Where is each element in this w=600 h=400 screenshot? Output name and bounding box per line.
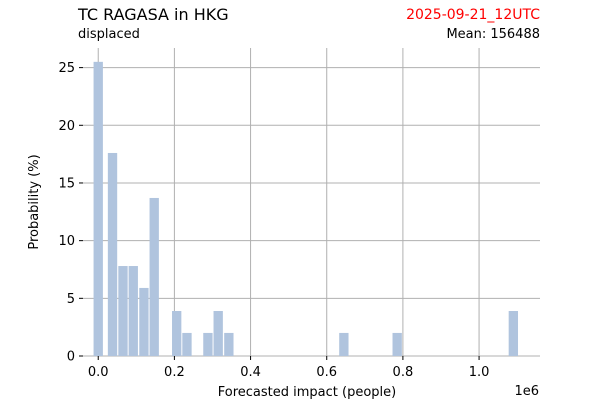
x-axis-label: Forecasted impact (people) — [218, 385, 396, 400]
histogram-bar — [139, 287, 149, 356]
x-tick-label: 0.0 — [88, 365, 109, 380]
histogram-bar — [392, 332, 402, 356]
histogram-bar — [149, 197, 159, 356]
histogram-bar — [182, 332, 192, 356]
impact-type-label: displaced — [78, 27, 140, 42]
y-tick-label: 10 — [58, 234, 75, 249]
x-tick-label: 0.6 — [316, 365, 337, 380]
axes: 0 5 10 15 20 25 0.0 0.2 0.4 0.6 0.8 1.0 — [58, 61, 489, 380]
histogram-bar — [118, 266, 128, 356]
forecast-date: 2025-09-21_12UTC — [406, 7, 540, 23]
histogram-bar — [172, 311, 182, 356]
histogram-bar — [107, 152, 118, 356]
bars — [93, 61, 519, 356]
y-tick-label: 25 — [58, 61, 75, 76]
histogram-bar — [93, 61, 103, 356]
histogram-bar — [339, 332, 349, 356]
x-tick-label: 0.8 — [393, 365, 414, 380]
histogram-bar — [213, 311, 223, 356]
y-tick-label: 20 — [58, 119, 75, 134]
histogram-bar — [203, 332, 213, 356]
y-tick-label: 5 — [67, 292, 75, 307]
y-tick-label: 0 — [67, 350, 75, 365]
histogram-bar — [128, 266, 138, 356]
histogram-bar — [224, 332, 234, 356]
y-axis-label: Probability (%) — [27, 154, 42, 249]
histogram-bar — [508, 311, 519, 356]
y-tick-label: 15 — [58, 176, 75, 191]
x-axis-offset-label: 1e6 — [514, 384, 539, 399]
chart-title: TC RAGASA in HKG — [78, 5, 229, 24]
mean-value: Mean: 156488 — [446, 27, 540, 42]
x-tick-label: 0.2 — [164, 365, 185, 380]
x-tick-label: 1.0 — [469, 365, 490, 380]
x-tick-label: 0.4 — [240, 365, 261, 380]
